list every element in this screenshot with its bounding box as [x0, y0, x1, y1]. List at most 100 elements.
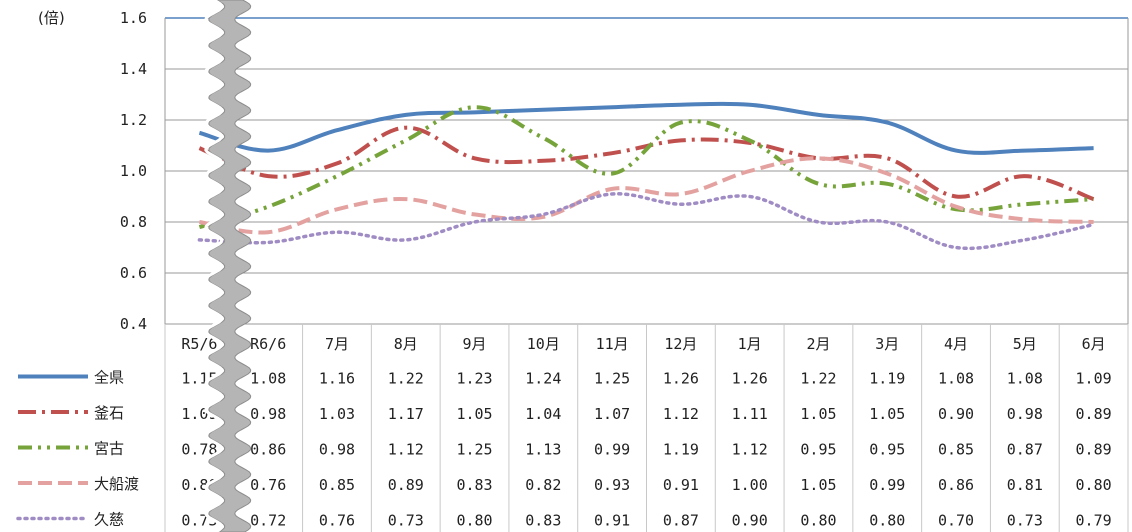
data-point	[954, 204, 959, 209]
data-label: 1.05	[869, 405, 905, 423]
data-label: 1.12	[388, 441, 424, 459]
x-tick-label: R6/6	[250, 335, 286, 353]
data-point	[1022, 217, 1027, 222]
data-point	[610, 186, 615, 191]
data-point	[885, 120, 890, 125]
data-label: 0.83	[525, 512, 561, 530]
data-label: 0.87	[1007, 441, 1043, 459]
axis-break-band	[208, 0, 252, 532]
data-label: 1.26	[663, 370, 699, 388]
data-label: 0.85	[938, 441, 974, 459]
data-label: 0.83	[456, 476, 492, 494]
data-point	[266, 240, 271, 245]
y-unit-label: (倍)	[38, 9, 65, 27]
x-tick-label: 9月	[463, 335, 487, 353]
data-label: 0.99	[594, 441, 630, 459]
y-tick-label: 1.0	[120, 162, 147, 180]
data-label: 0.98	[250, 405, 286, 423]
data-point	[678, 191, 683, 196]
data-label: 1.13	[525, 441, 561, 459]
data-label: 1.22	[800, 370, 836, 388]
data-point	[610, 151, 615, 156]
axis-break-edge	[204, 0, 224, 532]
data-label: 1.19	[663, 441, 699, 459]
data-point	[472, 156, 477, 161]
data-label: 0.87	[663, 512, 699, 530]
x-tick-label: 8月	[394, 335, 418, 353]
data-point	[954, 194, 959, 199]
data-label: 1.15	[181, 370, 217, 388]
x-tick-label: R5/6	[181, 335, 217, 353]
data-label: 1.25	[456, 441, 492, 459]
data-point	[266, 230, 271, 235]
data-label: 1.16	[319, 370, 355, 388]
legend-label: 釜石	[94, 404, 124, 422]
data-label: 0.98	[319, 441, 355, 459]
data-label: 0.80	[869, 512, 905, 530]
data-label: 0.72	[250, 512, 286, 530]
data-label: 1.08	[250, 370, 286, 388]
data-point	[472, 220, 477, 225]
data-label: 0.86	[938, 476, 974, 494]
y-tick-label: 1.6	[120, 9, 147, 27]
data-label: 0.89	[1076, 441, 1112, 459]
y-tick-label: 0.4	[120, 315, 147, 333]
data-point	[334, 174, 339, 179]
data-label: 1.23	[456, 370, 492, 388]
data-label: 0.82	[525, 476, 561, 494]
data-point	[1022, 202, 1027, 207]
data-label: 1.12	[663, 405, 699, 423]
data-label: 1.05	[800, 405, 836, 423]
data-point	[472, 105, 477, 110]
data-point	[1022, 237, 1027, 242]
series-line	[198, 125, 1095, 201]
data-label: 0.76	[319, 512, 355, 530]
legend-label: 宮古	[94, 440, 124, 458]
data-point	[747, 169, 752, 174]
y-tick-label: 1.2	[120, 111, 147, 129]
x-tick-label: 1月	[738, 335, 762, 353]
data-point	[816, 220, 821, 225]
data-label: 1.09	[1076, 370, 1112, 388]
y-tick-label: 1.4	[120, 60, 147, 78]
data-label: 0.90	[732, 512, 768, 530]
data-label: 1.12	[732, 441, 768, 459]
series-line	[198, 105, 1094, 230]
data-point	[197, 220, 202, 225]
data-point	[1091, 197, 1096, 202]
data-label: 1.03	[319, 405, 355, 423]
data-point	[954, 245, 959, 250]
series-line	[197, 192, 1096, 251]
data-label: 1.11	[732, 405, 768, 423]
data-point	[403, 138, 408, 143]
data-point	[610, 191, 615, 196]
data-point	[885, 220, 890, 225]
data-point	[678, 202, 683, 207]
data-point	[747, 138, 752, 143]
data-label: 0.73	[1007, 512, 1043, 530]
x-tick-label: 11月	[596, 335, 629, 353]
data-point	[610, 171, 615, 176]
data-label: 0.85	[319, 476, 355, 494]
data-point	[541, 107, 546, 112]
data-label: 1.26	[732, 370, 768, 388]
data-label: 1.00	[732, 476, 768, 494]
data-label: 1.19	[869, 370, 905, 388]
data-label: 0.98	[1007, 405, 1043, 423]
data-label: 0.78	[181, 441, 217, 459]
data-point	[747, 194, 752, 199]
series-lines	[197, 101, 1096, 251]
data-label: 1.25	[594, 370, 630, 388]
data-point	[678, 138, 683, 143]
data-label: 0.95	[800, 441, 836, 459]
data-label: 0.80	[1076, 476, 1112, 494]
data-label: 0.90	[938, 405, 974, 423]
data-point	[403, 125, 408, 130]
legend-label: 久慈	[94, 511, 124, 529]
series-line	[199, 156, 1094, 235]
data-point	[197, 237, 202, 242]
data-point	[1022, 174, 1027, 179]
data-point	[472, 110, 477, 115]
